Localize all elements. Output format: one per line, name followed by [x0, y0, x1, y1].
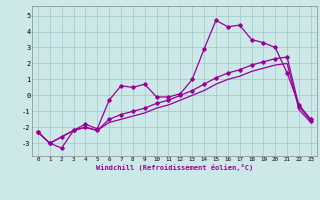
X-axis label: Windchill (Refroidissement éolien,°C): Windchill (Refroidissement éolien,°C): [96, 164, 253, 171]
